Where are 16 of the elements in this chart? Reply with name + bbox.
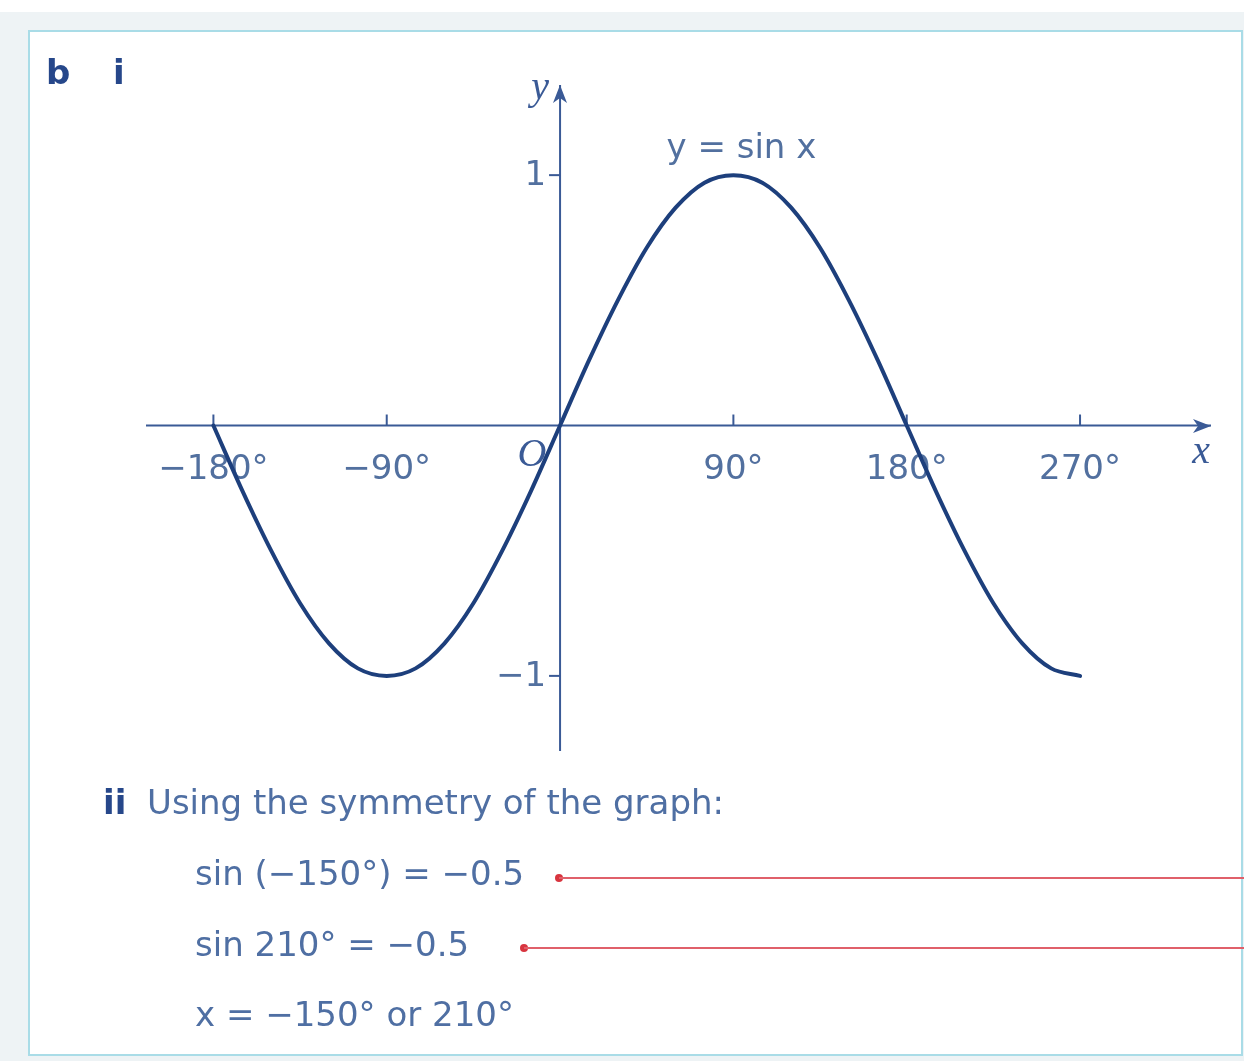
annotation: O [517, 429, 547, 475]
y-tick-label: −1 [495, 653, 547, 694]
x-tick-label: 90° [703, 446, 764, 487]
series-label: y = sin x [666, 126, 817, 167]
text: b [46, 52, 71, 92]
y-axis-title: y [527, 63, 550, 108]
text: ii [103, 782, 127, 822]
y-tick-label: 1 [524, 152, 547, 193]
x-tick-label: 270° [1039, 446, 1121, 487]
text: sin (−150°) = −0.5 [195, 853, 525, 893]
text: x = −150° or 210° [195, 994, 514, 1034]
x-tick-label: −90° [342, 446, 432, 487]
text: sin 210° = −0.5 [195, 924, 470, 964]
text: Using the symmetry of the graph: [147, 782, 724, 822]
x-axis-title: x [1191, 426, 1211, 472]
text: i [113, 52, 125, 92]
